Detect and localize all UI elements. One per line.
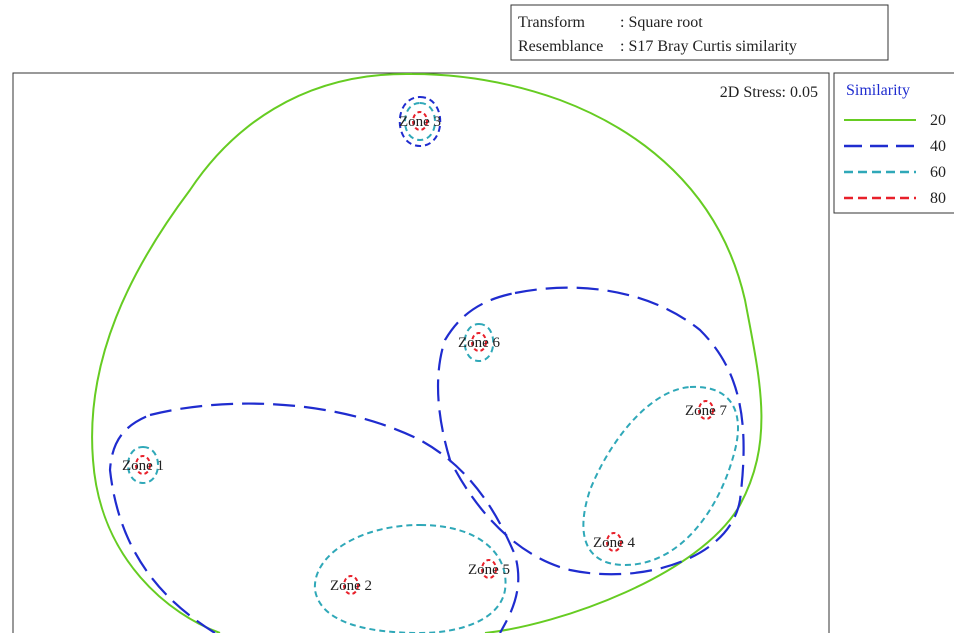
legend: Similarity 20 40 60 80: [833, 72, 954, 214]
contour-80-zone-7: [698, 400, 714, 420]
contour-40-zones-4-6-7: [436, 286, 745, 576]
info-transform-value: : Square root: [620, 14, 703, 31]
legend-label-40: 40: [930, 138, 946, 155]
legend-label-80: 80: [930, 190, 946, 207]
legend-frame: [833, 72, 954, 214]
contour-20-all: [91, 72, 763, 633]
contour-60-zone1: [127, 445, 159, 485]
contour-80-zone-2: [343, 575, 359, 595]
stress-label: 2D Stress: 0.05: [720, 84, 818, 101]
point-label-zone-7: Zone 7: [685, 403, 728, 419]
legend-label-20: 20: [930, 112, 946, 129]
contour-40-zones-1-2-5: [108, 402, 520, 633]
contour-80-zone-5: [481, 559, 497, 579]
legend-label-60: 60: [930, 164, 946, 181]
point-label-zone-4: Zone 4: [593, 535, 636, 551]
contour-80-zone-4: [606, 532, 622, 552]
info-resemblance-value: : S17 Bray Curtis similarity: [620, 38, 797, 55]
info-box: Transform : Square root Resemblance : S1…: [510, 4, 889, 61]
point-labels: Zone 1 Zone 2 Zone 3 Zone 4 Zone 5 Zone 6 Zone…: [122, 114, 728, 594]
contour-60-zone6: [463, 322, 495, 363]
contour-60-zones-4-7: [582, 385, 739, 567]
legend-title: Similarity: [846, 82, 910, 99]
point-label-zone-6: Zone 6: [458, 335, 501, 351]
point-label-zone-5: Zone 5: [468, 562, 510, 578]
legend-entries: 20 40 60 80: [844, 112, 946, 207]
point-label-zone-2: Zone 2: [330, 578, 372, 594]
contour-80-zone-3: [412, 111, 428, 131]
info-resemblance-key: Resemblance: [518, 38, 603, 55]
plot-frame: [12, 72, 830, 633]
contours-80: [135, 111, 714, 595]
info-box-frame: [510, 4, 889, 61]
contour-80-zone-1: [135, 455, 151, 475]
info-transform-key: Transform: [518, 14, 586, 31]
contour-80-zone-6: [471, 332, 487, 352]
point-label-zone-1: Zone 1: [122, 458, 164, 474]
contour-60-zone3: [404, 101, 436, 142]
point-label-zone-3: Zone 3: [399, 114, 441, 130]
contour-40-zone3: [398, 95, 442, 148]
